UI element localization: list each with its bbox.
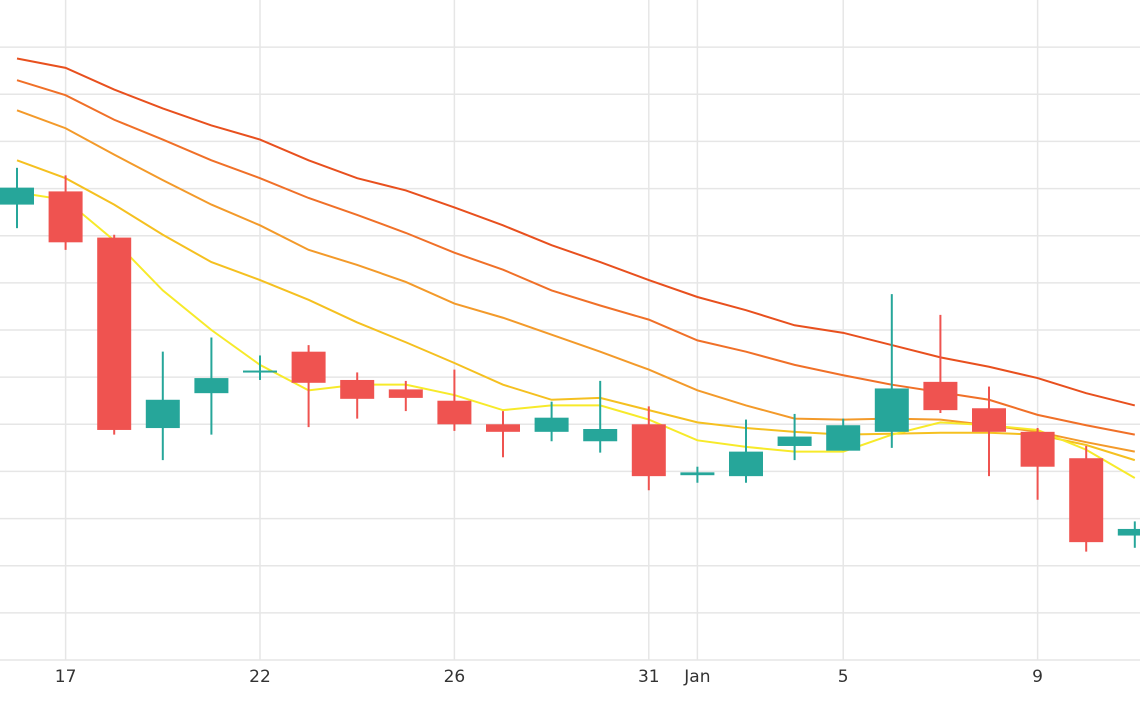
grid [0,0,1140,661]
candle-body [194,378,229,394]
x-tick-label: 17 [55,667,77,687]
candle-body [1020,431,1055,467]
candle-body [145,399,180,429]
candle-body [534,417,569,432]
candle-body [1069,458,1104,543]
candle-body [826,425,861,451]
candle-body [729,451,763,477]
candle-body [680,472,715,476]
candle-body [48,191,83,243]
candle-body [388,389,423,398]
candle-body [631,424,666,477]
plot-area [0,57,1140,552]
candle-body [1117,528,1140,536]
candle-body [0,187,34,205]
x-tick-label: 9 [1032,667,1043,687]
moving-average-line [16,159,1136,462]
candle-body [486,424,520,432]
candle-body [777,436,812,446]
moving-average-line [16,79,1135,436]
candle-body [874,388,909,432]
moving-average-line [16,109,1135,453]
x-tick-label: Jan [683,667,710,687]
candle-body [97,237,132,430]
x-tick-label: 26 [444,667,466,687]
x-axis: 17 22 26 31 Jan 5 9 [55,667,1043,687]
moving-average-line [16,57,1136,407]
candle-body [972,408,1006,432]
x-tick-label: 5 [838,667,849,687]
candle-body [923,381,958,411]
candle-body [340,379,375,399]
candle-body [243,370,277,373]
candle-body [291,351,326,383]
moving-average-line [16,191,1136,479]
x-tick-label: 22 [249,667,271,687]
candle-body [437,400,472,425]
x-tick-label: 31 [638,667,660,687]
candle-body [583,429,618,442]
